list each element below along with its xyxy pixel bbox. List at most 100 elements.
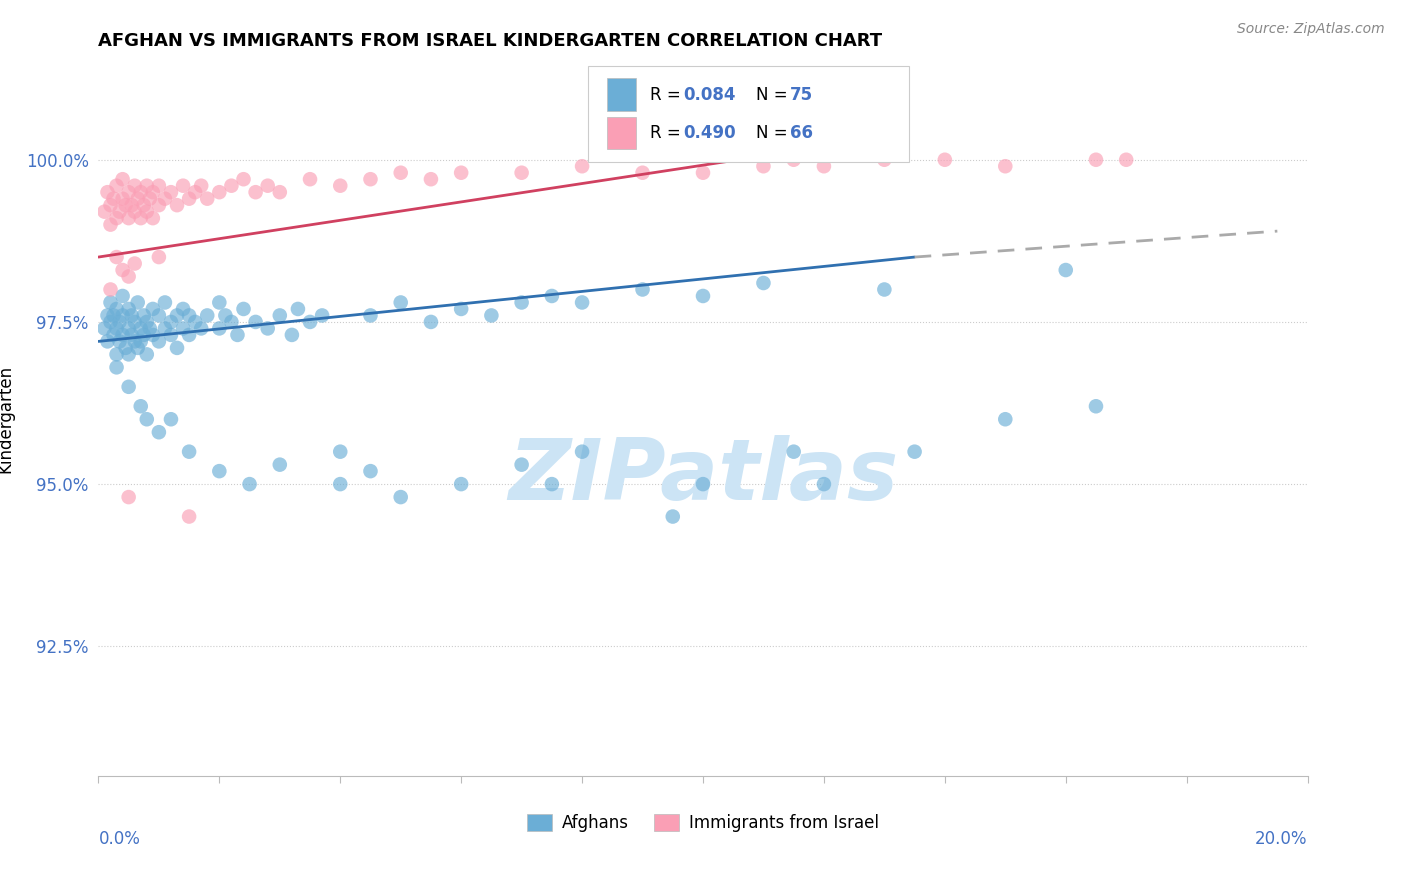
Text: ZIPatlas: ZIPatlas xyxy=(508,434,898,518)
Point xyxy=(111,263,134,277)
Point xyxy=(329,444,352,458)
Point xyxy=(129,185,152,199)
Point xyxy=(208,321,231,335)
Point xyxy=(148,334,170,349)
Point xyxy=(135,204,157,219)
Point xyxy=(221,315,243,329)
Point xyxy=(114,341,136,355)
Point xyxy=(124,315,146,329)
Point xyxy=(934,153,956,167)
Point xyxy=(813,159,835,173)
Text: AFGHAN VS IMMIGRANTS FROM ISRAEL KINDERGARTEN CORRELATION CHART: AFGHAN VS IMMIGRANTS FROM ISRAEL KINDERG… xyxy=(98,32,883,50)
Text: N =: N = xyxy=(756,86,787,103)
Point xyxy=(994,412,1017,426)
Point xyxy=(132,309,155,323)
Point xyxy=(269,458,291,472)
Point xyxy=(1115,153,1137,167)
Point xyxy=(166,341,188,355)
Point xyxy=(287,301,309,316)
Point xyxy=(245,315,267,329)
Point xyxy=(329,477,352,491)
Point xyxy=(299,172,322,186)
Point xyxy=(96,185,118,199)
Point xyxy=(129,321,152,335)
Point xyxy=(124,178,146,193)
Point xyxy=(135,315,157,329)
Point xyxy=(571,159,593,173)
Point xyxy=(139,321,162,335)
Point xyxy=(208,295,231,310)
Point xyxy=(232,301,254,316)
Text: Source: ZipAtlas.com: Source: ZipAtlas.com xyxy=(1237,22,1385,37)
Point xyxy=(111,192,134,206)
Point xyxy=(108,334,131,349)
Point xyxy=(172,321,194,335)
Point xyxy=(184,185,207,199)
Point xyxy=(172,301,194,316)
Point xyxy=(111,309,134,323)
Point xyxy=(129,211,152,226)
Point xyxy=(994,159,1017,173)
Point xyxy=(132,198,155,212)
Point xyxy=(692,289,714,303)
Point xyxy=(142,327,165,342)
Point xyxy=(329,178,352,193)
Point xyxy=(752,159,775,173)
Point xyxy=(160,327,183,342)
Point xyxy=(166,309,188,323)
Point xyxy=(148,250,170,264)
Point xyxy=(153,192,176,206)
Point xyxy=(389,166,412,180)
Point xyxy=(239,477,262,491)
Point xyxy=(450,477,472,491)
Point xyxy=(108,204,131,219)
Point xyxy=(195,192,218,206)
Point xyxy=(148,425,170,440)
Point xyxy=(208,464,231,478)
Point xyxy=(118,301,141,316)
Point xyxy=(142,301,165,316)
Point xyxy=(450,166,472,180)
Point xyxy=(873,153,896,167)
Point xyxy=(100,198,122,212)
Point xyxy=(153,321,176,335)
Point xyxy=(631,283,654,297)
Point xyxy=(100,295,122,310)
Point xyxy=(692,166,714,180)
Point xyxy=(166,198,188,212)
Point xyxy=(148,178,170,193)
Point xyxy=(124,204,146,219)
Point xyxy=(114,198,136,212)
Point xyxy=(121,198,143,212)
Point xyxy=(103,327,125,342)
Point xyxy=(1085,399,1108,413)
Point xyxy=(135,412,157,426)
Point xyxy=(281,327,304,342)
Point xyxy=(389,490,412,504)
Point xyxy=(510,458,533,472)
Point xyxy=(127,341,149,355)
Point xyxy=(135,178,157,193)
Point xyxy=(103,192,125,206)
Point xyxy=(118,211,141,226)
Text: 0.0%: 0.0% xyxy=(98,830,141,847)
Point xyxy=(540,289,562,303)
Point xyxy=(100,218,122,232)
Point xyxy=(160,185,183,199)
Point xyxy=(179,509,201,524)
Point xyxy=(105,178,128,193)
Point xyxy=(692,477,714,491)
Point xyxy=(179,309,201,323)
Point xyxy=(190,178,212,193)
Text: R =: R = xyxy=(650,124,681,142)
Point xyxy=(105,211,128,226)
Point xyxy=(118,185,141,199)
Text: 0.084: 0.084 xyxy=(683,86,737,103)
Point xyxy=(100,315,122,329)
Point xyxy=(96,309,118,323)
Point xyxy=(540,477,562,491)
Point xyxy=(360,464,382,478)
Point xyxy=(142,185,165,199)
Point xyxy=(124,334,146,349)
Point xyxy=(179,192,201,206)
